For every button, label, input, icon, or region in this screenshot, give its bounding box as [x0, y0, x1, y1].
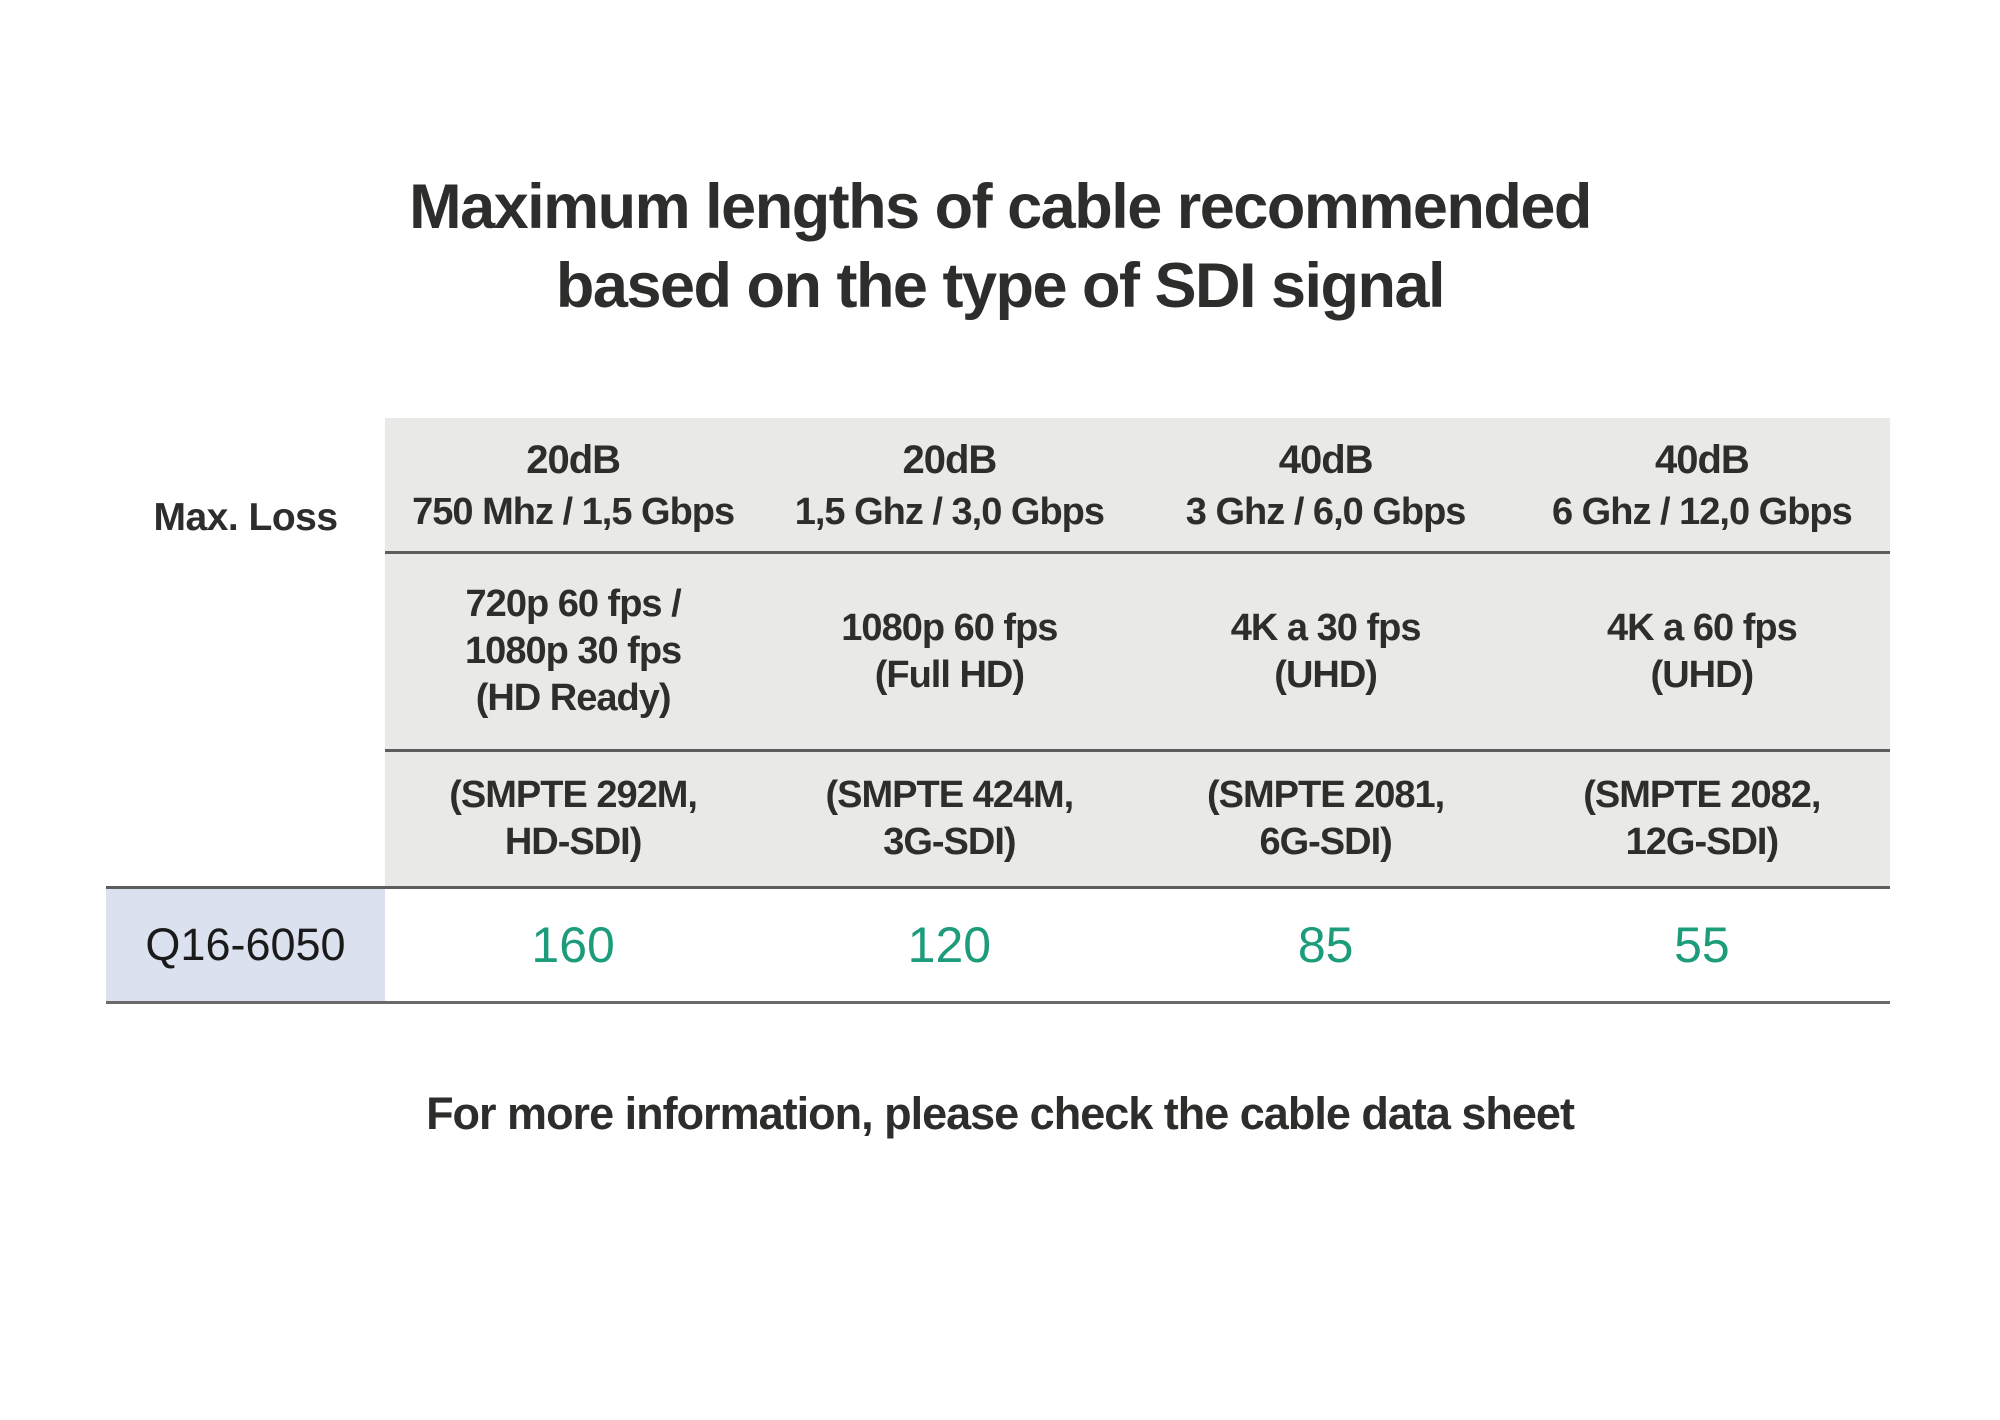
page-title: Maximum lengths of cable recommended bas…: [0, 168, 2000, 326]
header-row-max-loss: Max. Loss 20dB 750 Mhz / 1,5 Gbps 20dB 1…: [106, 418, 1890, 554]
header-cell-loss-2: 20dB 1,5 Ghz / 3,0 Gbps: [761, 418, 1138, 554]
header-cell-format-4: 4K a 60 fps (UHD): [1513, 554, 1890, 752]
row-spacer: [106, 554, 385, 752]
bandwidth-value-2: 1,5 Ghz / 3,0 Gbps: [794, 490, 1105, 533]
length-value-4: 55: [1674, 917, 1730, 973]
header-cell-standard-1: (SMPTE 292M, HD-SDI): [385, 752, 762, 886]
header-cell-standard-2: (SMPTE 424M, 3G-SDI): [761, 752, 1138, 886]
header-cell-standard-3: (SMPTE 2081, 6G-SDI): [1137, 752, 1514, 886]
cable-length-table: Max. Loss 20dB 750 Mhz / 1,5 Gbps 20dB 1…: [106, 418, 1890, 1004]
standard-value-3: (SMPTE 2081, 6G-SDI): [1207, 774, 1445, 863]
product-label: Q16-6050: [145, 919, 346, 970]
bandwidth-value-3: 3 Ghz / 6,0 Gbps: [1185, 490, 1467, 533]
loss-value-2: 20dB: [902, 437, 997, 482]
format-value-3: 4K a 30 fps (UHD): [1230, 606, 1422, 696]
length-cell-2: 120: [761, 889, 1138, 1001]
length-cell-3: 85: [1137, 889, 1514, 1001]
corner-cell: Max. Loss: [106, 418, 385, 554]
header-row-smpte-standard: (SMPTE 292M, HD-SDI) (SMPTE 424M, 3G-SDI…: [106, 752, 1890, 886]
header-cell-loss-1: 20dB 750 Mhz / 1,5 Gbps: [385, 418, 762, 554]
bandwidth-value-4: 6 Ghz / 12,0 Gbps: [1551, 490, 1853, 533]
format-value-2: 1080p 60 fps (Full HD): [841, 606, 1058, 696]
length-cell-4: 55: [1513, 889, 1890, 1001]
format-value-1: 720p 60 fps / 1080p 30 fps (HD Ready): [465, 583, 682, 719]
header-cell-loss-3: 40dB 3 Ghz / 6,0 Gbps: [1137, 418, 1514, 554]
product-cell: Q16-6050: [106, 889, 385, 1001]
standard-value-4: (SMPTE 2082, 12G-SDI): [1583, 774, 1821, 863]
header-row-video-format: 720p 60 fps / 1080p 30 fps (HD Ready) 10…: [106, 554, 1890, 752]
length-value-3: 85: [1297, 917, 1354, 973]
header-cell-format-1: 720p 60 fps / 1080p 30 fps (HD Ready): [385, 554, 762, 752]
header-cell-format-2: 1080p 60 fps (Full HD): [761, 554, 1138, 752]
loss-value-1: 20dB: [526, 437, 621, 482]
loss-value-4: 40dB: [1654, 437, 1750, 482]
footer: For more information, please check the c…: [0, 1088, 2000, 1140]
format-value-4: 4K a 60 fps (UHD): [1607, 606, 1798, 696]
loss-value-3: 40dB: [1278, 437, 1374, 482]
header-cell-loss-4: 40dB 6 Ghz / 12,0 Gbps: [1513, 418, 1890, 554]
standard-value-2: (SMPTE 424M, 3G-SDI): [825, 774, 1075, 863]
bandwidth-value-1: 750 Mhz / 1,5 Gbps: [412, 490, 735, 533]
table-row-q16-6050: Q16-6050 160 120 85 55: [106, 886, 1890, 1004]
page-title-line-1: Maximum lengths of cable recommended: [409, 172, 1592, 242]
length-value-2: 120: [907, 917, 992, 973]
header-cell-format-3: 4K a 30 fps (UHD): [1137, 554, 1514, 752]
max-loss-label: Max. Loss: [153, 496, 338, 539]
footer-note: For more information, please check the c…: [426, 1088, 1575, 1139]
page-title-line-2: based on the type of SDI signal: [555, 251, 1446, 321]
standard-value-1: (SMPTE 292M, HD-SDI): [449, 774, 698, 863]
row-spacer: [106, 752, 385, 886]
length-cell-1: 160: [385, 889, 762, 1001]
header-cell-standard-4: (SMPTE 2082, 12G-SDI): [1513, 752, 1890, 886]
length-value-1: 160: [531, 917, 615, 973]
